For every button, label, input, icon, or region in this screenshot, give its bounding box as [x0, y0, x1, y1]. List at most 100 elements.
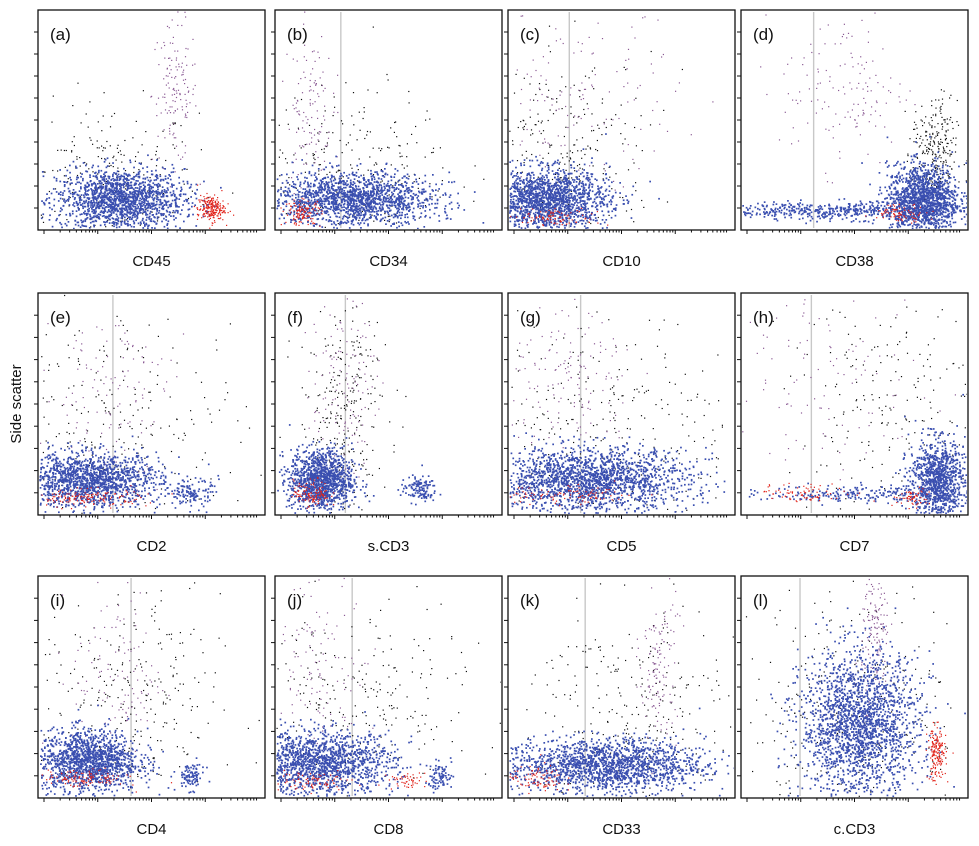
panel-frame-h: [740, 292, 969, 516]
panel-h: (h) CD7: [737, 292, 969, 555]
x-axis-label-d: CD38: [835, 253, 873, 270]
cluster-blast-i-2: [40, 704, 173, 797]
cluster-blast-c-2: [509, 133, 660, 229]
axis-ticks-a: [34, 31, 258, 234]
cluster-other-f-0: [279, 306, 407, 514]
panel-c: (c) CD10: [504, 9, 736, 270]
cluster-blast-e-3: [170, 471, 218, 514]
cluster-granulocyte-e-1: [40, 323, 185, 491]
scatter-points-i: [40, 581, 260, 797]
cluster-blast-j-3: [425, 758, 455, 794]
axis-ticks-h: [737, 314, 961, 519]
panel-label-f: (f): [287, 308, 303, 327]
scatter-points-j: [276, 577, 501, 797]
cluster-lymph-b-3: [280, 197, 323, 227]
scatter-points-a: [40, 11, 235, 229]
x-axis-label-f: s.CD3: [368, 538, 410, 555]
cluster-lymph-a-3: [193, 184, 235, 229]
scatter-points-f: [277, 298, 442, 514]
x-axis-label-k: CD33: [602, 821, 640, 838]
cluster-granulocyte-d-1: [760, 12, 916, 184]
cluster-blast-k-2: [509, 707, 734, 797]
x-axis-label-b: CD34: [369, 253, 407, 270]
panel-f: (f) s.CD3: [271, 292, 503, 555]
axis-ticks-c: [504, 31, 728, 234]
scatter-points-d: [742, 12, 967, 229]
cluster-blast-b-2: [276, 155, 485, 229]
cluster-lymph-f-4: [291, 476, 335, 509]
cluster-lymph-d-4: [865, 203, 934, 224]
axis-ticks-k: [504, 597, 728, 802]
cluster-granulocyte-h-1: [742, 299, 956, 500]
panel-label-c: (c): [520, 25, 540, 44]
panel-e: (e) CD2: [34, 292, 266, 555]
panel-k: (k) CD33: [504, 575, 736, 838]
cluster-lymph-h-4: [763, 482, 875, 503]
cluster-blast-j-2: [276, 711, 453, 797]
axis-ticks-f: [271, 314, 495, 519]
panel-label-g: (g): [520, 308, 541, 327]
cluster-blast-e-2: [39, 435, 220, 514]
cluster-granulocyte-f-1: [304, 298, 384, 484]
x-axis-label-l: c.CD3: [834, 821, 876, 838]
cluster-lymph-h-5: [891, 486, 930, 510]
cluster-blast-a-2: [40, 154, 222, 229]
cluster-lymph-e-4: [41, 485, 173, 510]
panel-label-b: (b): [287, 25, 308, 44]
cluster-lymph-g-3: [509, 480, 653, 507]
scatter-points-c: [509, 15, 714, 229]
panel-frame-b: [274, 9, 503, 231]
cluster-lymph-k-3: [509, 754, 570, 795]
panel-d: (d) CD38: [737, 9, 969, 270]
cluster-blast-g-2: [509, 432, 726, 514]
cluster-blast-f-3: [397, 464, 442, 506]
cluster-other-e-0: [41, 294, 262, 514]
axis-ticks-j: [271, 597, 495, 802]
cluster-lymph-i-4: [41, 767, 173, 793]
scatter-points-b: [276, 11, 485, 229]
axis-ticks-d: [737, 31, 961, 234]
cluster-blast-l-2: [770, 607, 966, 797]
panel-frame-l: [740, 575, 969, 799]
axis-ticks-l: [737, 597, 961, 802]
scatter-points-k: [509, 578, 734, 797]
cluster-lymph-j-4: [378, 772, 427, 790]
panel-label-k: (k): [520, 591, 540, 610]
scatter-points-l: [745, 578, 966, 797]
cluster-lymph-c-3: [510, 207, 609, 227]
panel-l: (l) c.CD3: [737, 575, 969, 838]
x-axis-label-a: CD45: [132, 253, 170, 270]
y-axis-label: Side scatter: [8, 364, 25, 443]
panel-j: (j) CD8: [271, 575, 503, 838]
x-axis-label-e: CD2: [136, 538, 166, 555]
cluster-blast-f-2: [277, 424, 375, 514]
x-axis-label-g: CD5: [606, 538, 636, 555]
cluster-granulocyte-b-1: [282, 11, 339, 195]
panel-label-l: (l): [753, 591, 768, 610]
cluster-blast-h-2: [893, 393, 967, 514]
axis-ticks-b: [271, 31, 495, 234]
scatter-points-g: [509, 298, 726, 514]
x-axis-label-c: CD10: [602, 253, 640, 270]
cluster-lymph-l-3: [925, 721, 954, 785]
x-axis-label-h: CD7: [839, 538, 869, 555]
axis-ticks-i: [34, 597, 258, 802]
cluster-other-j-0: [276, 580, 501, 797]
cluster-granulocyte-g-1: [511, 298, 648, 492]
axis-ticks-e: [34, 314, 258, 519]
x-axis-label-i: CD4: [136, 821, 166, 838]
panel-label-d: (d): [753, 25, 774, 44]
panel-label-i: (i): [50, 591, 65, 610]
scatter-points-h: [742, 299, 967, 514]
axis-ticks-g: [504, 314, 728, 519]
panel-label-h: (h): [753, 308, 774, 327]
panel-label-j: (j): [287, 591, 302, 610]
cluster-other-h-0: [772, 306, 967, 512]
cluster-lymph-j-5: [277, 769, 361, 795]
panels: (a) CD45 (b) CD34 (c) CD10 (d) CD38 (e) CD2 (f) s.C…: [34, 9, 969, 838]
panel-label-e: (e): [50, 308, 71, 327]
cluster-blast-i-3: [173, 757, 211, 794]
panel-b: (b) CD34: [271, 9, 503, 270]
x-axis-label-j: CD8: [373, 821, 403, 838]
